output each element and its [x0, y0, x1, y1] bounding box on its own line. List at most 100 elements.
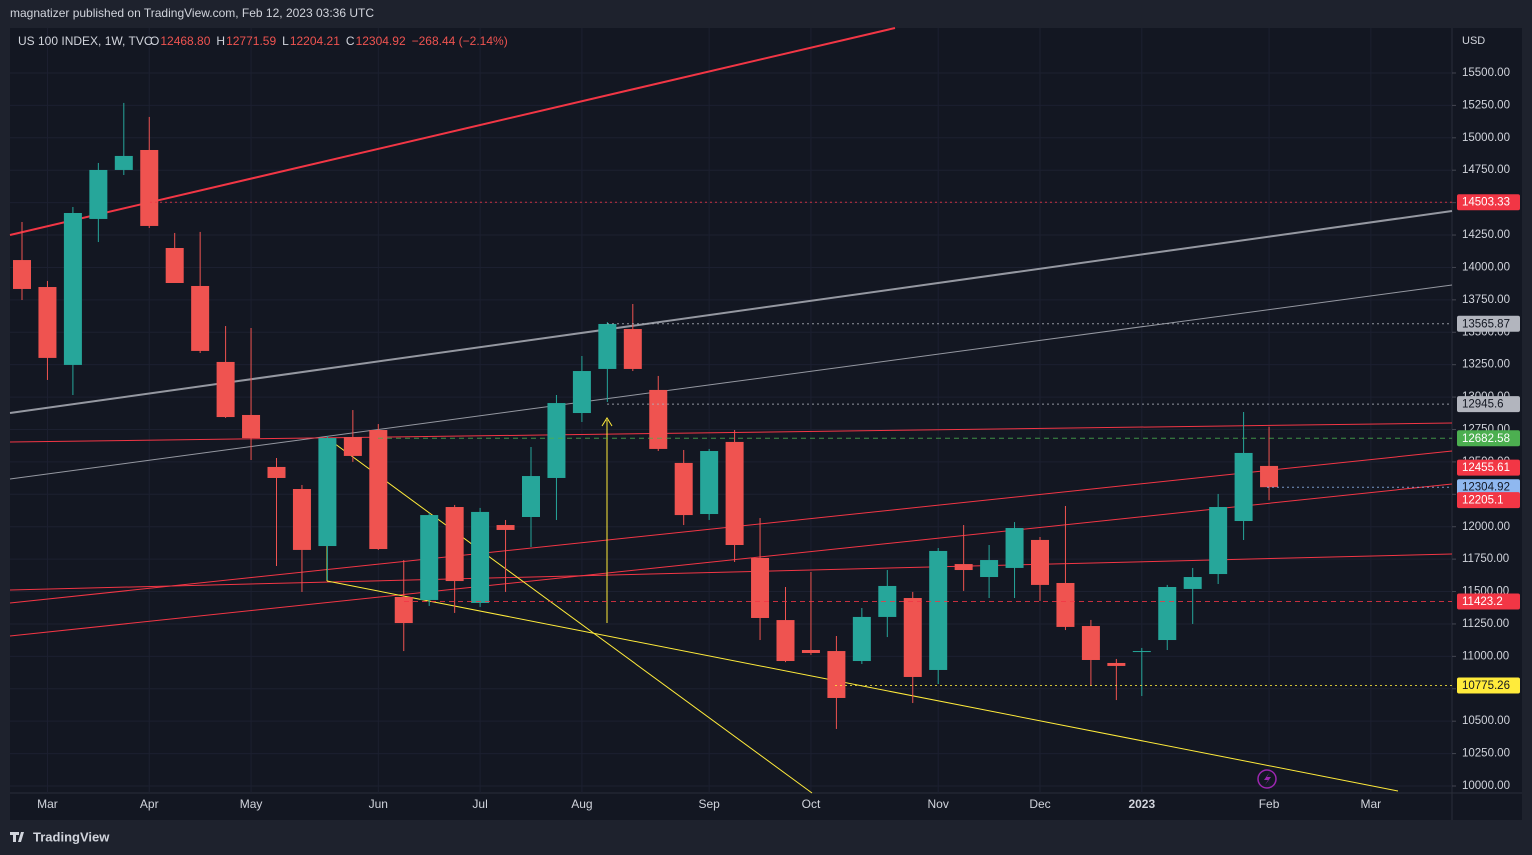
candle-body	[216, 361, 235, 418]
price-tag-label: 14503.33	[1462, 197, 1510, 209]
change: −268.44 (−2.14%)	[412, 34, 508, 48]
y-tick-label: 11750.00	[1462, 553, 1509, 565]
x-tick-label: Jun	[369, 797, 388, 811]
y-tick-label: 10250.00	[1462, 748, 1510, 760]
candle-body	[420, 515, 439, 600]
y-tick-label: 11000.00	[1462, 650, 1509, 662]
trend-line	[326, 437, 813, 794]
candle-body	[1260, 465, 1279, 488]
y-tick-label: 14750.00	[1462, 164, 1510, 176]
candle-body	[674, 462, 693, 516]
ohlc-value: 12468.80	[160, 34, 210, 48]
ohlc-value: 12204.21	[290, 34, 340, 48]
candle-body	[801, 650, 820, 653]
candle-body	[929, 550, 948, 670]
x-tick-label: Feb	[1259, 797, 1280, 811]
ohlc-value: 12304.92	[356, 34, 406, 48]
candle-body	[522, 476, 540, 517]
x-tick-label: Sep	[698, 797, 720, 811]
price-tag-label: 12945.6	[1462, 399, 1504, 411]
candle-body	[343, 437, 362, 456]
x-tick-label: Oct	[802, 797, 821, 811]
candle-body	[1132, 651, 1151, 653]
candle-body	[1183, 577, 1202, 589]
candle-body	[63, 212, 82, 365]
candle-body	[1056, 582, 1075, 627]
y-tick-label: 15000.00	[1462, 132, 1510, 144]
candle-body	[1005, 528, 1024, 568]
price-tag	[1457, 677, 1520, 694]
candle-body	[191, 285, 210, 351]
candle-body	[623, 329, 642, 369]
candle-body	[827, 651, 846, 698]
candle-body	[242, 414, 261, 439]
price-tag-label: 12205.1	[1462, 495, 1504, 507]
y-tick-label: 14000.00	[1462, 261, 1510, 273]
x-tick-label: Jul	[472, 797, 487, 811]
candle-body	[852, 616, 871, 662]
candle-body	[700, 451, 719, 515]
price-tag	[1457, 194, 1520, 211]
candle-body	[776, 620, 795, 662]
candle-body	[878, 585, 897, 617]
price-tag-label: 12304.92	[1462, 482, 1510, 494]
ohlc-key: O	[150, 34, 159, 48]
price-tag	[1457, 396, 1520, 413]
candle-body	[649, 389, 668, 449]
ohlc-key: C	[346, 34, 355, 48]
trend-line	[9, 422, 1453, 443]
x-tick-label: 2023	[1128, 797, 1155, 811]
y-tick-label: 10500.00	[1462, 715, 1510, 727]
price-tag-label: 12455.61	[1462, 462, 1510, 474]
candle-body	[751, 557, 770, 618]
x-tick-label: May	[240, 797, 263, 811]
y-tick-label: 14250.00	[1462, 229, 1510, 241]
candle-body	[1209, 507, 1228, 575]
event-icon[interactable]	[1257, 769, 1277, 789]
candle-body	[114, 155, 133, 170]
x-tick-label: Nov	[928, 797, 949, 811]
published-note: magnatizer published on TradingView.com,…	[10, 6, 374, 20]
y-tick-label: 15250.00	[1462, 99, 1510, 111]
candle-body	[1158, 587, 1177, 641]
price-tag	[1457, 430, 1520, 447]
candle-body	[318, 438, 337, 547]
candle-body	[89, 169, 108, 219]
x-tick-label: Aug	[571, 797, 592, 811]
y-tick-label: 13250.00	[1462, 359, 1510, 371]
plot	[9, 27, 1453, 794]
candle-body	[140, 149, 159, 226]
x-tick-label: Mar	[37, 797, 58, 811]
price-tag	[1457, 492, 1520, 509]
candle-body	[547, 403, 566, 478]
trend-line	[9, 210, 1453, 414]
event-icon-bolt	[1264, 773, 1271, 785]
trend-line	[9, 284, 1453, 480]
symbol: US 100 INDEX, 1W, TVC	[18, 34, 153, 48]
x-tick-label: Mar	[1361, 797, 1382, 811]
price-tag-label: 12682.58	[1462, 433, 1510, 445]
candle-body	[954, 564, 973, 571]
price-tag	[1457, 593, 1520, 610]
candle-body	[903, 598, 922, 677]
ohlc-value: 12771.59	[226, 34, 276, 48]
candle-body	[369, 430, 388, 550]
candle-body	[394, 596, 413, 624]
candle-body	[725, 441, 744, 546]
candle-body	[471, 511, 490, 603]
x-tick-label: Apr	[140, 797, 159, 811]
candle-body	[496, 525, 515, 530]
candle-body	[1234, 452, 1253, 522]
y-tick-label: 10000.00	[1462, 780, 1510, 792]
candle-body	[980, 560, 999, 578]
candle-body	[445, 507, 464, 582]
x-tick-label: Dec	[1029, 797, 1050, 811]
candle-body	[598, 323, 617, 369]
candle-body	[165, 247, 184, 283]
y-tick-label: 12000.00	[1462, 521, 1510, 533]
ohlc-legend: O 12468.80 H 12771.59 L 12204.21 C 12304.92 −268…	[150, 34, 508, 48]
candle-body	[13, 260, 31, 289]
candle-body	[1107, 662, 1126, 666]
